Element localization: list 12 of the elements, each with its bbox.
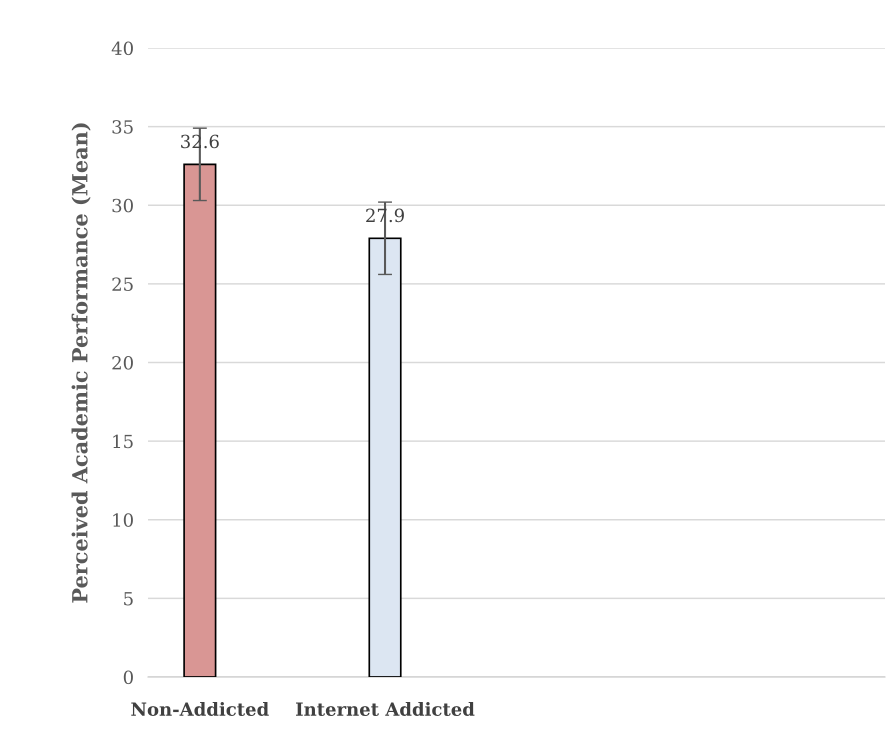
y-tick-label: 35 [112, 120, 133, 134]
y-axis-title: Perceived Academic Performance (Mean) [72, 123, 91, 603]
x-tick-label: Internet Addicted [296, 702, 474, 716]
y-tick-label: 15 [113, 434, 133, 448]
y-tick-label: 40 [112, 41, 133, 56]
y-tick-label: 0 [124, 670, 133, 684]
y-tick-label: 25 [112, 277, 133, 291]
y-tick-label: 10 [113, 513, 133, 527]
y-tick-label: 30 [112, 198, 133, 212]
x-tick-label: Non-Addicted [131, 702, 269, 716]
y-tick-label: 5 [124, 592, 133, 606]
y-tick-label: 20 [112, 356, 133, 370]
